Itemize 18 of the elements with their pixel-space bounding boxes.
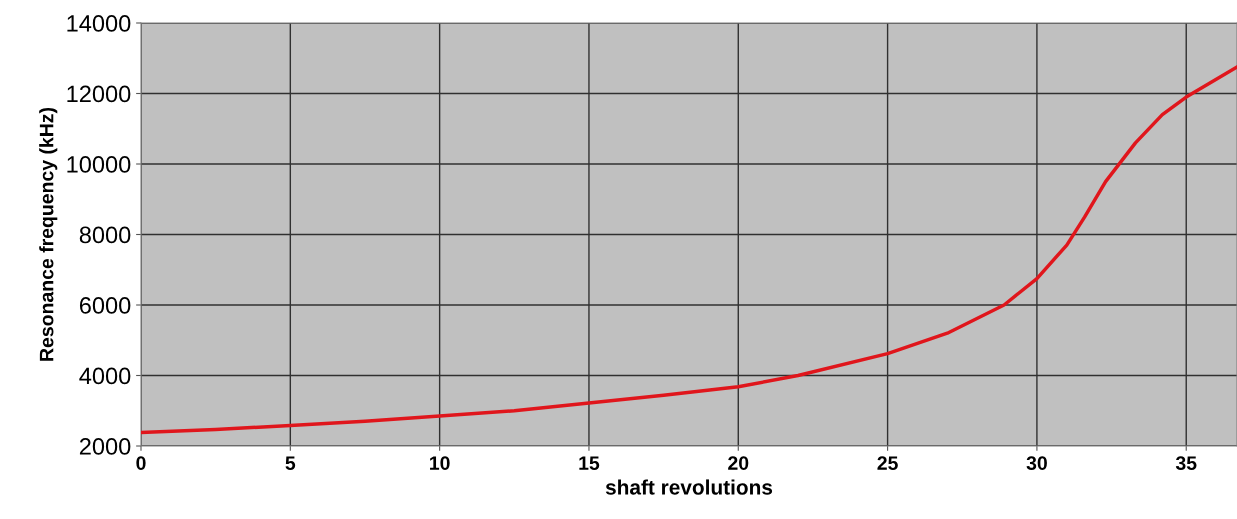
x-tick-label: 5 <box>285 456 296 470</box>
x-tick-label: 0 <box>136 456 146 470</box>
y-tick-label: 4000 <box>79 367 131 385</box>
x-tick-label: 30 <box>1026 456 1047 471</box>
x-tick-label: 25 <box>877 456 898 470</box>
y-tick-label: 2000 <box>79 438 131 455</box>
y-tick-label: 14000 <box>67 15 131 32</box>
y-tick-label: 6000 <box>79 297 131 314</box>
x-axis-title: shaft revolutions <box>605 479 773 495</box>
y-axis-title: Resonance frequency (kHz) <box>39 107 58 361</box>
y-tick-label: 12000 <box>67 85 131 103</box>
x-tick-label: 10 <box>430 456 450 470</box>
line-series <box>141 65 1237 435</box>
x-tick-label: 20 <box>728 456 749 470</box>
y-tick-label: 8000 <box>79 226 131 244</box>
x-tick-label: 15 <box>579 456 600 470</box>
y-tick-label: 10000 <box>67 156 131 173</box>
x-tick-label: 35 <box>1175 456 1197 471</box>
